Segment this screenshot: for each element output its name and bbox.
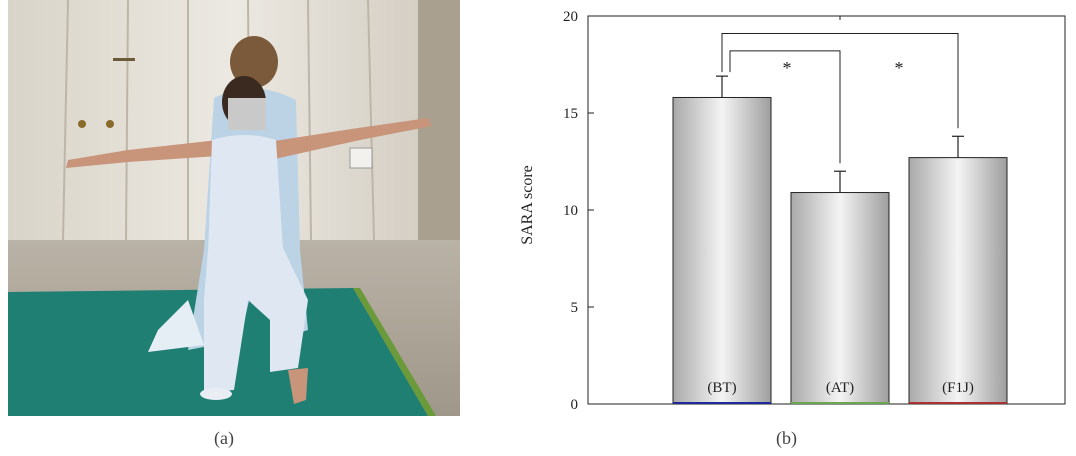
y-tick-label: 0	[571, 397, 579, 413]
photo-panel	[8, 0, 460, 416]
face-blur	[228, 98, 266, 130]
wall-knob	[106, 120, 114, 128]
bar-at	[790, 192, 890, 405]
significance-star: *	[783, 58, 792, 78]
category-label: (AT)	[826, 380, 854, 396]
category-label: (F1J)	[942, 380, 974, 396]
category-label: (BT)	[707, 380, 736, 396]
therapy-photo	[8, 0, 460, 416]
significance-star: *	[895, 58, 904, 78]
bracket-bt-f1j	[721, 32, 959, 129]
y-tick-label: 15	[563, 106, 578, 122]
y-axis-label: SARA score	[519, 165, 536, 245]
y-tick-label: 10	[563, 203, 578, 219]
wall-knob	[78, 120, 86, 128]
panel-label-a: (a)	[214, 428, 234, 448]
y-tick-label: 5	[571, 300, 579, 316]
patient	[66, 76, 432, 404]
significance-brackets: * *	[721, 16, 959, 164]
bracket-bt-at	[729, 50, 841, 164]
panel-label-b: (b)	[776, 428, 797, 448]
bars: (BT) (AT) (F1J)	[672, 75, 1008, 405]
bar-bt	[672, 96, 772, 405]
y-tick-label: 20	[563, 9, 578, 25]
bar-f1j	[908, 157, 1008, 405]
